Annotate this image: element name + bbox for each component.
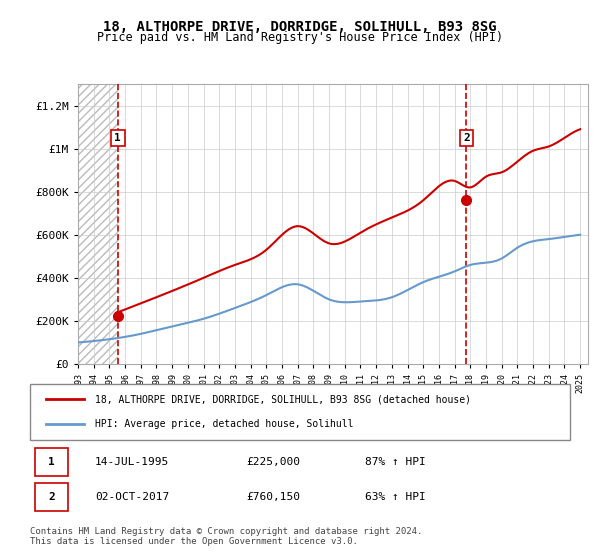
FancyBboxPatch shape bbox=[35, 448, 68, 476]
Text: 14-JUL-1995: 14-JUL-1995 bbox=[95, 457, 169, 467]
Text: £225,000: £225,000 bbox=[246, 457, 300, 467]
Text: 2: 2 bbox=[48, 492, 55, 502]
FancyBboxPatch shape bbox=[30, 384, 570, 440]
Text: 1: 1 bbox=[48, 457, 55, 467]
Text: 87% ↑ HPI: 87% ↑ HPI bbox=[365, 457, 425, 467]
Text: 18, ALTHORPE DRIVE, DORRIDGE, SOLIHULL, B93 8SG (detached house): 18, ALTHORPE DRIVE, DORRIDGE, SOLIHULL, … bbox=[95, 394, 471, 404]
Text: Price paid vs. HM Land Registry's House Price Index (HPI): Price paid vs. HM Land Registry's House … bbox=[97, 31, 503, 44]
FancyBboxPatch shape bbox=[35, 483, 68, 511]
Text: 18, ALTHORPE DRIVE, DORRIDGE, SOLIHULL, B93 8SG: 18, ALTHORPE DRIVE, DORRIDGE, SOLIHULL, … bbox=[103, 20, 497, 34]
Text: HPI: Average price, detached house, Solihull: HPI: Average price, detached house, Soli… bbox=[95, 419, 353, 429]
Text: 63% ↑ HPI: 63% ↑ HPI bbox=[365, 492, 425, 502]
Text: 02-OCT-2017: 02-OCT-2017 bbox=[95, 492, 169, 502]
Text: Contains HM Land Registry data © Crown copyright and database right 2024.
This d: Contains HM Land Registry data © Crown c… bbox=[30, 526, 422, 546]
Text: 1: 1 bbox=[115, 133, 121, 143]
Text: 2: 2 bbox=[463, 133, 470, 143]
Text: £760,150: £760,150 bbox=[246, 492, 300, 502]
